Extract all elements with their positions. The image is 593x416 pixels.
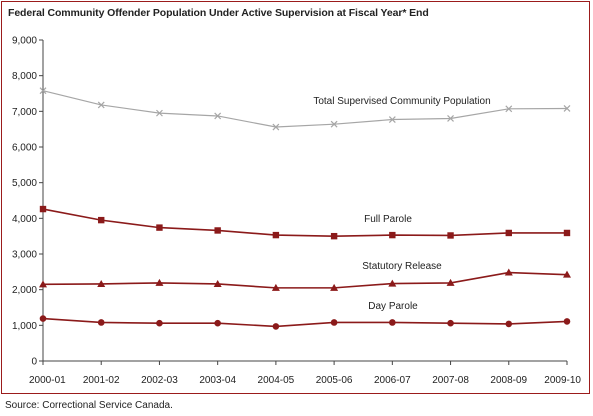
y-tick-label: 3,000 [12, 250, 37, 261]
series-layer [39, 87, 571, 330]
data-point-triangle [39, 280, 47, 288]
data-point-square [447, 232, 454, 239]
x-tick-label: 2006-07 [374, 375, 411, 386]
series-line [42, 271, 568, 289]
y-tick-label: 9,000 [12, 36, 37, 47]
series-label: Full Parole [364, 214, 412, 225]
data-point-x [272, 123, 280, 131]
data-point-square [389, 231, 396, 239]
source-note: Source: Correctional Service Canada. [5, 400, 173, 411]
data-point-square [272, 231, 280, 239]
data-point-circle [389, 319, 396, 326]
y-tick-label: 2,000 [12, 285, 37, 296]
data-point-square [330, 232, 338, 240]
y-tick-label: 1,000 [12, 321, 37, 332]
data-point-triangle [330, 283, 339, 291]
data-point-square [214, 227, 221, 234]
data-point-triangle [563, 270, 571, 278]
x-tick-label: 2005-06 [316, 375, 353, 386]
series-line [42, 208, 567, 237]
series-labels: Total Supervised Community Population Ful… [313, 96, 490, 312]
data-point-circle [505, 320, 513, 328]
x-tick-label: 2002-03 [141, 375, 178, 386]
data-point-square [156, 224, 163, 231]
data-point-circle [156, 319, 163, 327]
series-label: Day Parole [368, 301, 418, 312]
data-point-square [505, 229, 512, 237]
chart-axes: 0 1,000 2,000 3,000 4,000 5,000 6,000 7,000 8,00… [12, 36, 581, 387]
y-tick-label: 8,000 [12, 71, 37, 82]
data-point-circle [447, 319, 454, 327]
series-label: Statutory Release [362, 261, 442, 272]
y-tick-label: 5,000 [12, 178, 37, 189]
data-point-triangle [388, 279, 397, 287]
data-point-square [98, 216, 105, 224]
series-day-parole [39, 315, 571, 330]
series-line [42, 317, 568, 328]
chart-frame: Federal Community Offender Population Un… [1, 1, 590, 394]
data-point-x [563, 105, 571, 112]
series-full-parole [39, 205, 571, 240]
x-tick-label: 2007-08 [432, 375, 469, 386]
series-label: Total Supervised Community Population [313, 96, 490, 107]
data-point-triangle [504, 268, 513, 276]
data-point-circle [272, 323, 280, 330]
data-point-x [505, 105, 513, 113]
data-point-circle [97, 319, 105, 326]
data-point-triangle [271, 283, 280, 291]
y-tick-label: 7,000 [12, 107, 37, 118]
chart-title: Federal Community Offender Population Un… [8, 7, 429, 19]
data-point-circle [330, 319, 338, 326]
data-point-x [97, 101, 105, 109]
data-point-square [39, 205, 47, 213]
data-point-circle [39, 315, 47, 322]
data-point-triangle [213, 279, 222, 287]
data-point-x [330, 120, 338, 128]
data-point-square [563, 229, 571, 237]
data-point-x [388, 116, 396, 123]
x-tick-label: 2004-05 [258, 375, 295, 386]
x-tick-label: 2001-02 [83, 375, 120, 386]
x-tick-label: 2000-01 [29, 375, 66, 386]
data-point-x [39, 87, 47, 95]
data-point-x [156, 109, 163, 117]
x-tick-label: 2003-04 [199, 375, 236, 386]
data-point-x [214, 112, 222, 120]
series-total-supervised-community-population [39, 87, 571, 131]
data-point-circle [563, 318, 571, 325]
series-statutory-release [39, 268, 571, 291]
data-point-triangle [97, 279, 106, 287]
y-tick-label: 0 [31, 357, 37, 368]
series-line [42, 90, 568, 128]
data-point-circle [214, 319, 221, 327]
x-tick-label: 2009-10 [544, 375, 581, 386]
data-point-x [447, 115, 454, 122]
x-tick-label: 2008-09 [490, 375, 527, 386]
data-point-triangle [446, 278, 455, 286]
y-tick-label: 4,000 [12, 214, 37, 225]
data-point-triangle [155, 278, 164, 286]
y-tick-label: 6,000 [12, 143, 37, 154]
